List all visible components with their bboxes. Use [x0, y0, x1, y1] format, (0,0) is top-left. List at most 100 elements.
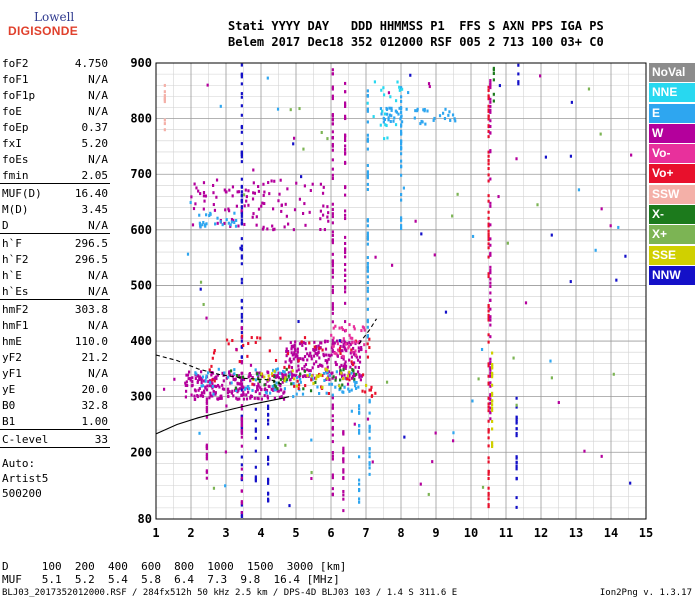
echo-point	[245, 195, 248, 199]
param-name: yF2	[2, 351, 22, 364]
echo-point	[304, 342, 307, 346]
echo-point	[322, 185, 325, 189]
echo-point	[350, 360, 353, 364]
echo-streak-point	[267, 481, 270, 485]
echo-point	[211, 394, 214, 398]
echo-streak-point	[487, 469, 490, 473]
echo-point	[289, 108, 292, 112]
echo-streak-point	[400, 145, 403, 149]
echo-point	[242, 193, 246, 197]
echo-point	[232, 377, 235, 381]
echo-point	[396, 80, 399, 84]
echo-streak-point	[400, 124, 403, 128]
param-row: foF1p N/A	[0, 88, 112, 104]
echo-point	[317, 344, 320, 348]
echo-point	[283, 225, 286, 229]
echo-streak-point	[344, 134, 347, 138]
echo-point	[279, 336, 282, 340]
echo-point	[256, 372, 259, 376]
echo-point	[339, 344, 342, 348]
echo-streak-point	[254, 436, 257, 440]
echo-point	[260, 372, 263, 376]
echo-point	[338, 384, 341, 388]
echo-point	[354, 386, 358, 390]
echo-streak-point	[366, 120, 369, 124]
logo-lowell-text: Lowell	[34, 10, 75, 24]
echo-point	[343, 345, 346, 349]
echo-point	[207, 380, 210, 384]
echo-streak-point	[489, 315, 492, 319]
echo-streak-point	[487, 505, 490, 509]
echo-streak-point	[487, 428, 490, 432]
echo-point	[326, 359, 329, 363]
param-row: yE 20.0	[0, 382, 112, 398]
echo-point	[278, 376, 281, 380]
echo-point	[441, 111, 445, 115]
echo-point	[281, 376, 285, 380]
echo-point	[388, 113, 392, 117]
echo-point	[273, 369, 276, 373]
echo-point	[279, 384, 282, 388]
echo-point	[202, 207, 205, 211]
echo-point	[340, 349, 343, 353]
echo-point	[202, 302, 205, 306]
echo-point	[198, 431, 201, 435]
echo-point	[257, 184, 260, 188]
echo-streak-point	[240, 306, 243, 310]
echo-point	[318, 346, 321, 350]
echo-point	[199, 280, 203, 284]
echo-point	[214, 375, 218, 379]
echo-point	[322, 354, 326, 358]
echo-point	[236, 382, 240, 386]
echo-point	[336, 339, 339, 343]
echo-streak-point	[344, 241, 347, 245]
echo-streak-point	[489, 204, 492, 208]
echo-point	[288, 357, 292, 361]
echo-point	[332, 326, 335, 330]
y-tick-label: 500	[130, 278, 152, 292]
param-value: N/A	[88, 319, 108, 332]
echo-point	[255, 223, 258, 227]
echo-streak-point	[331, 440, 334, 444]
echo-point	[279, 377, 282, 381]
echo-streak-point	[366, 176, 369, 180]
echo-point	[235, 347, 238, 351]
echo-streak-point	[366, 187, 369, 191]
echo-point	[309, 369, 312, 373]
echo-point	[587, 87, 591, 91]
echo-streak-point	[240, 150, 243, 154]
echo-point	[282, 397, 286, 401]
echo-point	[353, 340, 356, 344]
echo-streak-point	[240, 331, 243, 335]
echo-point	[320, 131, 323, 135]
echo-point	[274, 375, 277, 379]
echo-streak-point	[331, 302, 334, 306]
echo-point	[301, 392, 305, 396]
echo-streak-point	[400, 218, 403, 222]
param-value: 33	[94, 433, 108, 446]
echo-point	[240, 393, 243, 397]
echo-point	[373, 80, 377, 84]
echo-point	[323, 378, 326, 382]
param-name: fmin	[2, 169, 29, 182]
echo-point	[247, 203, 250, 207]
echo-point	[259, 336, 262, 340]
autoscaling-line: 500200	[2, 487, 42, 500]
echo-point	[384, 123, 387, 127]
echo-point	[208, 396, 211, 400]
echo-streak-point	[489, 318, 492, 322]
echo-point	[301, 211, 305, 215]
echo-point	[423, 108, 426, 112]
echo-streak-point	[240, 212, 243, 216]
echo-streak-point	[240, 75, 243, 79]
echo-streak-point	[331, 221, 334, 225]
echo-streak-point	[331, 291, 334, 295]
echo-streak-point	[163, 118, 166, 122]
echo-point	[257, 189, 261, 193]
echo-point	[224, 190, 227, 194]
echo-point	[609, 224, 612, 228]
echo-streak-point	[358, 428, 361, 432]
echo-point	[257, 382, 260, 386]
echo-point	[307, 354, 311, 358]
x-tick-label: 13	[569, 526, 583, 540]
